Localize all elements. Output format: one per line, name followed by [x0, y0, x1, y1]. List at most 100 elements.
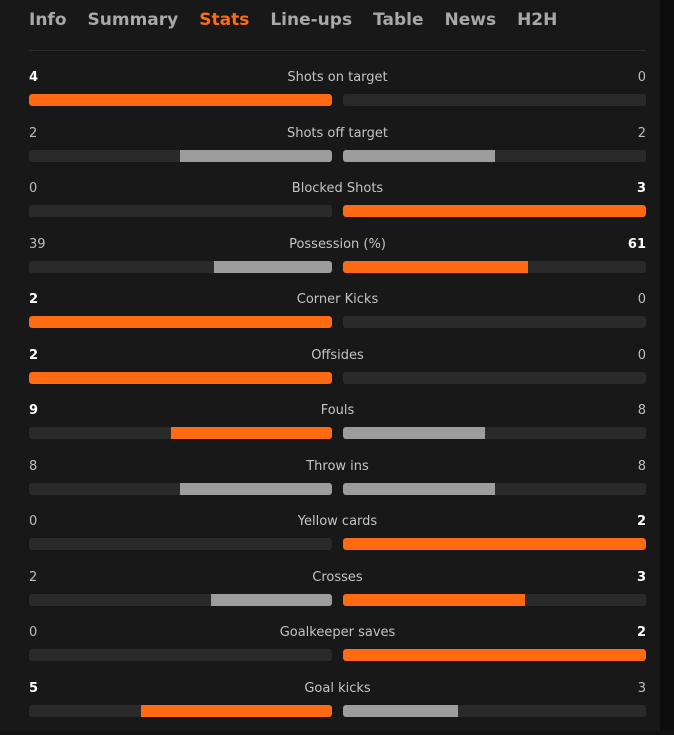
- away-bar-track: [343, 649, 646, 661]
- away-bar-fill: [343, 150, 495, 162]
- away-bar-track: [343, 150, 646, 162]
- home-bar-track: [29, 205, 332, 217]
- tab-table[interactable]: Table: [373, 0, 423, 31]
- tab-h2h[interactable]: H2H: [517, 0, 557, 31]
- scrollbar-track[interactable]: [660, 0, 674, 731]
- away-bar-fill: [343, 594, 525, 606]
- away-value: 2: [637, 513, 646, 531]
- away-bar-fill: [343, 205, 646, 217]
- tab-stats[interactable]: Stats: [199, 0, 249, 31]
- stat-label: Goalkeeper saves: [29, 624, 646, 642]
- away-bar-track: [343, 705, 646, 717]
- home-bar-track: [29, 150, 332, 162]
- away-value: 2: [637, 624, 646, 642]
- away-value: 8: [638, 458, 646, 476]
- away-bar-fill: [343, 261, 528, 273]
- stat-label: Blocked Shots: [29, 180, 646, 198]
- stat-label: Crosses: [29, 569, 646, 587]
- home-bar-track: [29, 427, 332, 439]
- away-bar-fill: [343, 649, 646, 661]
- stat-label: Shots on target: [29, 69, 646, 87]
- home-bar-fill: [29, 94, 332, 106]
- away-value: 3: [637, 569, 646, 587]
- stat-label: Throw ins: [29, 458, 646, 476]
- home-bar-fill: [171, 427, 332, 439]
- away-value: 61: [628, 236, 646, 254]
- stat-label: Possession (%): [29, 236, 646, 254]
- away-bar-track: [343, 538, 646, 550]
- tab-divider: [29, 50, 646, 51]
- home-bar-fill: [180, 483, 332, 495]
- home-bar-track: [29, 316, 332, 328]
- away-value: 0: [638, 291, 646, 309]
- home-bar-track: [29, 372, 332, 384]
- home-bar-track: [29, 538, 332, 550]
- home-bar-fill: [141, 705, 332, 717]
- away-bar-fill: [343, 427, 485, 439]
- stat-label: Corner Kicks: [29, 291, 646, 309]
- away-bar-track: [343, 94, 646, 106]
- away-bar-fill: [343, 705, 458, 717]
- away-value: 0: [638, 69, 646, 87]
- away-bar-track: [343, 427, 646, 439]
- away-bar-fill: [343, 538, 646, 550]
- away-value: 0: [638, 347, 646, 365]
- away-value: 2: [638, 125, 646, 143]
- home-bar-track: [29, 261, 332, 273]
- home-bar-fill: [211, 594, 332, 606]
- home-bar-fill: [29, 316, 332, 328]
- home-bar-track: [29, 94, 332, 106]
- home-bar-fill: [29, 372, 332, 384]
- stat-label: Fouls: [29, 402, 646, 420]
- away-bar-track: [343, 372, 646, 384]
- stat-label: Offsides: [29, 347, 646, 365]
- home-bar-track: [29, 705, 332, 717]
- stat-label: Shots off target: [29, 125, 646, 143]
- away-bar-track: [343, 483, 646, 495]
- stat-label: Goal kicks: [29, 680, 646, 698]
- tab-info[interactable]: Info: [29, 0, 67, 31]
- home-bar-track: [29, 483, 332, 495]
- away-bar-track: [343, 594, 646, 606]
- home-bar-fill: [180, 150, 332, 162]
- away-value: 3: [638, 680, 646, 698]
- away-bar-fill: [343, 483, 495, 495]
- tab-bar: Info Summary Stats Line-ups Table News H…: [29, 0, 578, 50]
- away-bar-track: [343, 205, 646, 217]
- away-bar-track: [343, 316, 646, 328]
- tab-news[interactable]: News: [444, 0, 496, 31]
- tab-summary[interactable]: Summary: [88, 0, 179, 31]
- tab-line-ups[interactable]: Line-ups: [270, 0, 352, 31]
- home-bar-track: [29, 594, 332, 606]
- home-bar-fill: [214, 261, 332, 273]
- away-value: 3: [637, 180, 646, 198]
- stat-label: Yellow cards: [29, 513, 646, 531]
- match-panel: Info Summary Stats Line-ups Table News H…: [0, 0, 660, 731]
- away-value: 8: [638, 402, 646, 420]
- away-bar-track: [343, 261, 646, 273]
